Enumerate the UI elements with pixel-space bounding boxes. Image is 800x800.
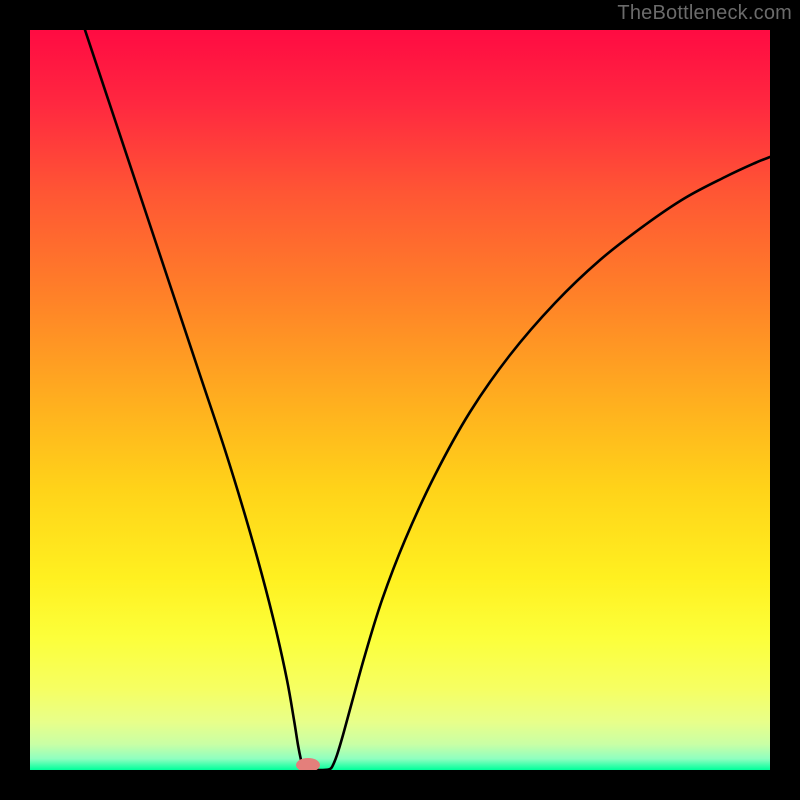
optimum-marker [296,758,320,772]
watermark-text: TheBottleneck.com [617,2,792,25]
chart-container: TheBottleneck.com [0,0,800,800]
bottleneck-chart [0,0,800,800]
gradient-background [30,30,770,770]
